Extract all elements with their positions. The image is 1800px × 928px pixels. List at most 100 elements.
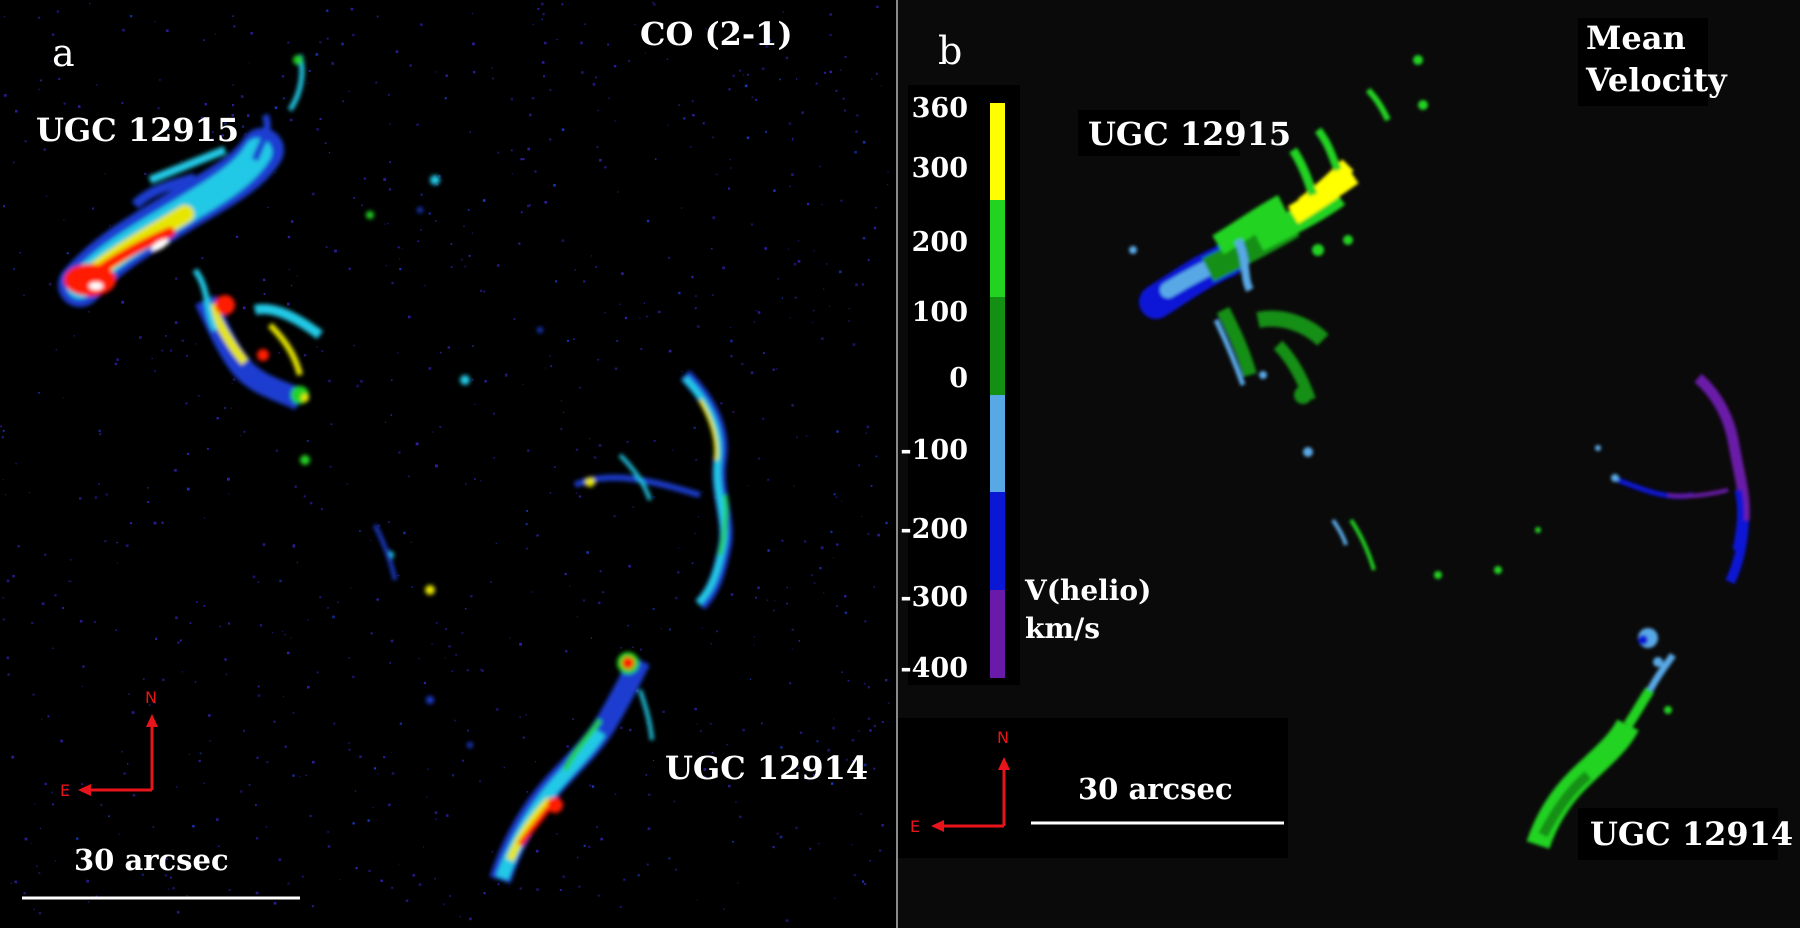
- noise-speckle: [434, 811, 438, 814]
- noise-speckle: [809, 847, 812, 850]
- noise-speckle: [528, 113, 532, 117]
- noise-speckle: [279, 579, 282, 583]
- noise-speckle: [632, 646, 634, 648]
- noise-speckle: [572, 338, 575, 340]
- noise-speckle: [495, 708, 499, 711]
- noise-speckle: [873, 585, 875, 588]
- noise-speckle: [509, 637, 511, 639]
- noise-speckle: [3, 15, 6, 18]
- noise-speckle: [705, 28, 708, 30]
- noise-speckle: [383, 178, 387, 181]
- noise-speckle: [303, 354, 307, 357]
- noise-speckle: [747, 73, 749, 76]
- noise-speckle: [121, 750, 123, 753]
- noise-speckle: [68, 580, 71, 583]
- noise-speckle: [739, 69, 741, 72]
- noise-speckle: [503, 766, 505, 769]
- compass-east-label-b: E: [910, 817, 921, 836]
- noise-speckle: [316, 128, 319, 131]
- noise-speckle: [15, 462, 17, 465]
- noise-speckle: [617, 191, 619, 193]
- noise-speckle: [389, 161, 392, 164]
- noise-speckle: [405, 899, 409, 902]
- noise-speckle: [690, 146, 692, 148]
- noise-speckle: [695, 295, 697, 297]
- noise-speckle: [863, 763, 867, 767]
- noise-speckle: [62, 607, 64, 609]
- noise-speckle: [832, 726, 835, 730]
- noise-speckle: [452, 774, 455, 777]
- noise-speckle: [779, 835, 783, 839]
- noise-speckle: [10, 882, 12, 884]
- noise-speckle: [549, 355, 551, 357]
- noise-speckle: [420, 193, 423, 196]
- noise-speckle: [144, 172, 147, 175]
- noise-speckle: [15, 109, 18, 113]
- noise-speckle: [77, 105, 81, 108]
- noise-speckle: [646, 722, 648, 724]
- noise-speckle: [815, 82, 818, 85]
- noise-speckle: [200, 116, 204, 120]
- noise-speckle: [593, 456, 597, 459]
- noise-speckle: [746, 136, 750, 139]
- noise-speckle: [840, 199, 843, 202]
- noise-speckle: [195, 601, 198, 603]
- noise-speckle: [139, 336, 142, 339]
- noise-speckle: [348, 742, 350, 744]
- noise-speckle: [98, 429, 101, 432]
- noise-speckle: [76, 837, 79, 840]
- noise-speckle: [447, 346, 450, 349]
- noise-speckle: [527, 147, 531, 151]
- noise-speckle: [776, 832, 779, 835]
- noise-speckle: [824, 71, 827, 74]
- noise-speckle: [397, 574, 400, 577]
- noise-speckle: [303, 495, 306, 498]
- noise-speckle: [350, 587, 352, 589]
- noise-speckle: [34, 803, 36, 805]
- noise-speckle: [472, 12, 474, 14]
- noise-speckle: [562, 875, 565, 878]
- noise-speckle: [94, 496, 98, 499]
- noise-speckle: [435, 71, 437, 73]
- noise-speckle: [468, 254, 471, 257]
- colorbar-unit-line1: V(helio): [1025, 574, 1152, 607]
- noise-speckle: [600, 837, 603, 841]
- noise-speckle: [206, 447, 209, 450]
- noise-speckle: [669, 628, 671, 631]
- noise-speckle: [387, 521, 390, 524]
- noise-speckle: [275, 449, 278, 452]
- scale-bar-label-b: 30 arcsec: [1078, 772, 1233, 806]
- noise-speckle: [584, 23, 586, 25]
- noise-speckle: [845, 758, 848, 761]
- noise-speckle: [810, 574, 813, 577]
- noise-speckle: [709, 722, 712, 725]
- noise-speckle: [116, 358, 119, 361]
- noise-speckle: [711, 247, 713, 250]
- noise-speckle: [395, 50, 399, 53]
- noise-speckle: [350, 7, 354, 11]
- noise-speckle: [70, 580, 72, 583]
- noise-speckle: [482, 199, 486, 202]
- noise-speckle: [789, 317, 791, 319]
- noise-speckle: [262, 543, 266, 546]
- noise-speckle: [697, 516, 699, 518]
- noise-speckle: [597, 109, 599, 112]
- noise-speckle: [727, 187, 731, 190]
- noise-speckle: [762, 352, 765, 354]
- noise-speckle: [337, 601, 339, 603]
- noise-speckle: [594, 76, 597, 79]
- velocity-field-image: [898, 18, 1778, 860]
- noise-speckle: [86, 879, 89, 883]
- noise-speckle: [885, 521, 888, 525]
- noise-speckle: [327, 845, 331, 848]
- noise-speckle: [848, 308, 850, 310]
- noise-speckle: [535, 761, 537, 763]
- noise-speckle: [296, 275, 298, 277]
- noise-speckle: [363, 177, 366, 180]
- noise-speckle: [232, 84, 234, 86]
- noise-speckle: [820, 546, 824, 550]
- noise-speckle: [602, 591, 605, 594]
- noise-speckle: [192, 825, 195, 828]
- noise-speckle: [522, 158, 525, 160]
- noise-speckle: [6, 656, 10, 660]
